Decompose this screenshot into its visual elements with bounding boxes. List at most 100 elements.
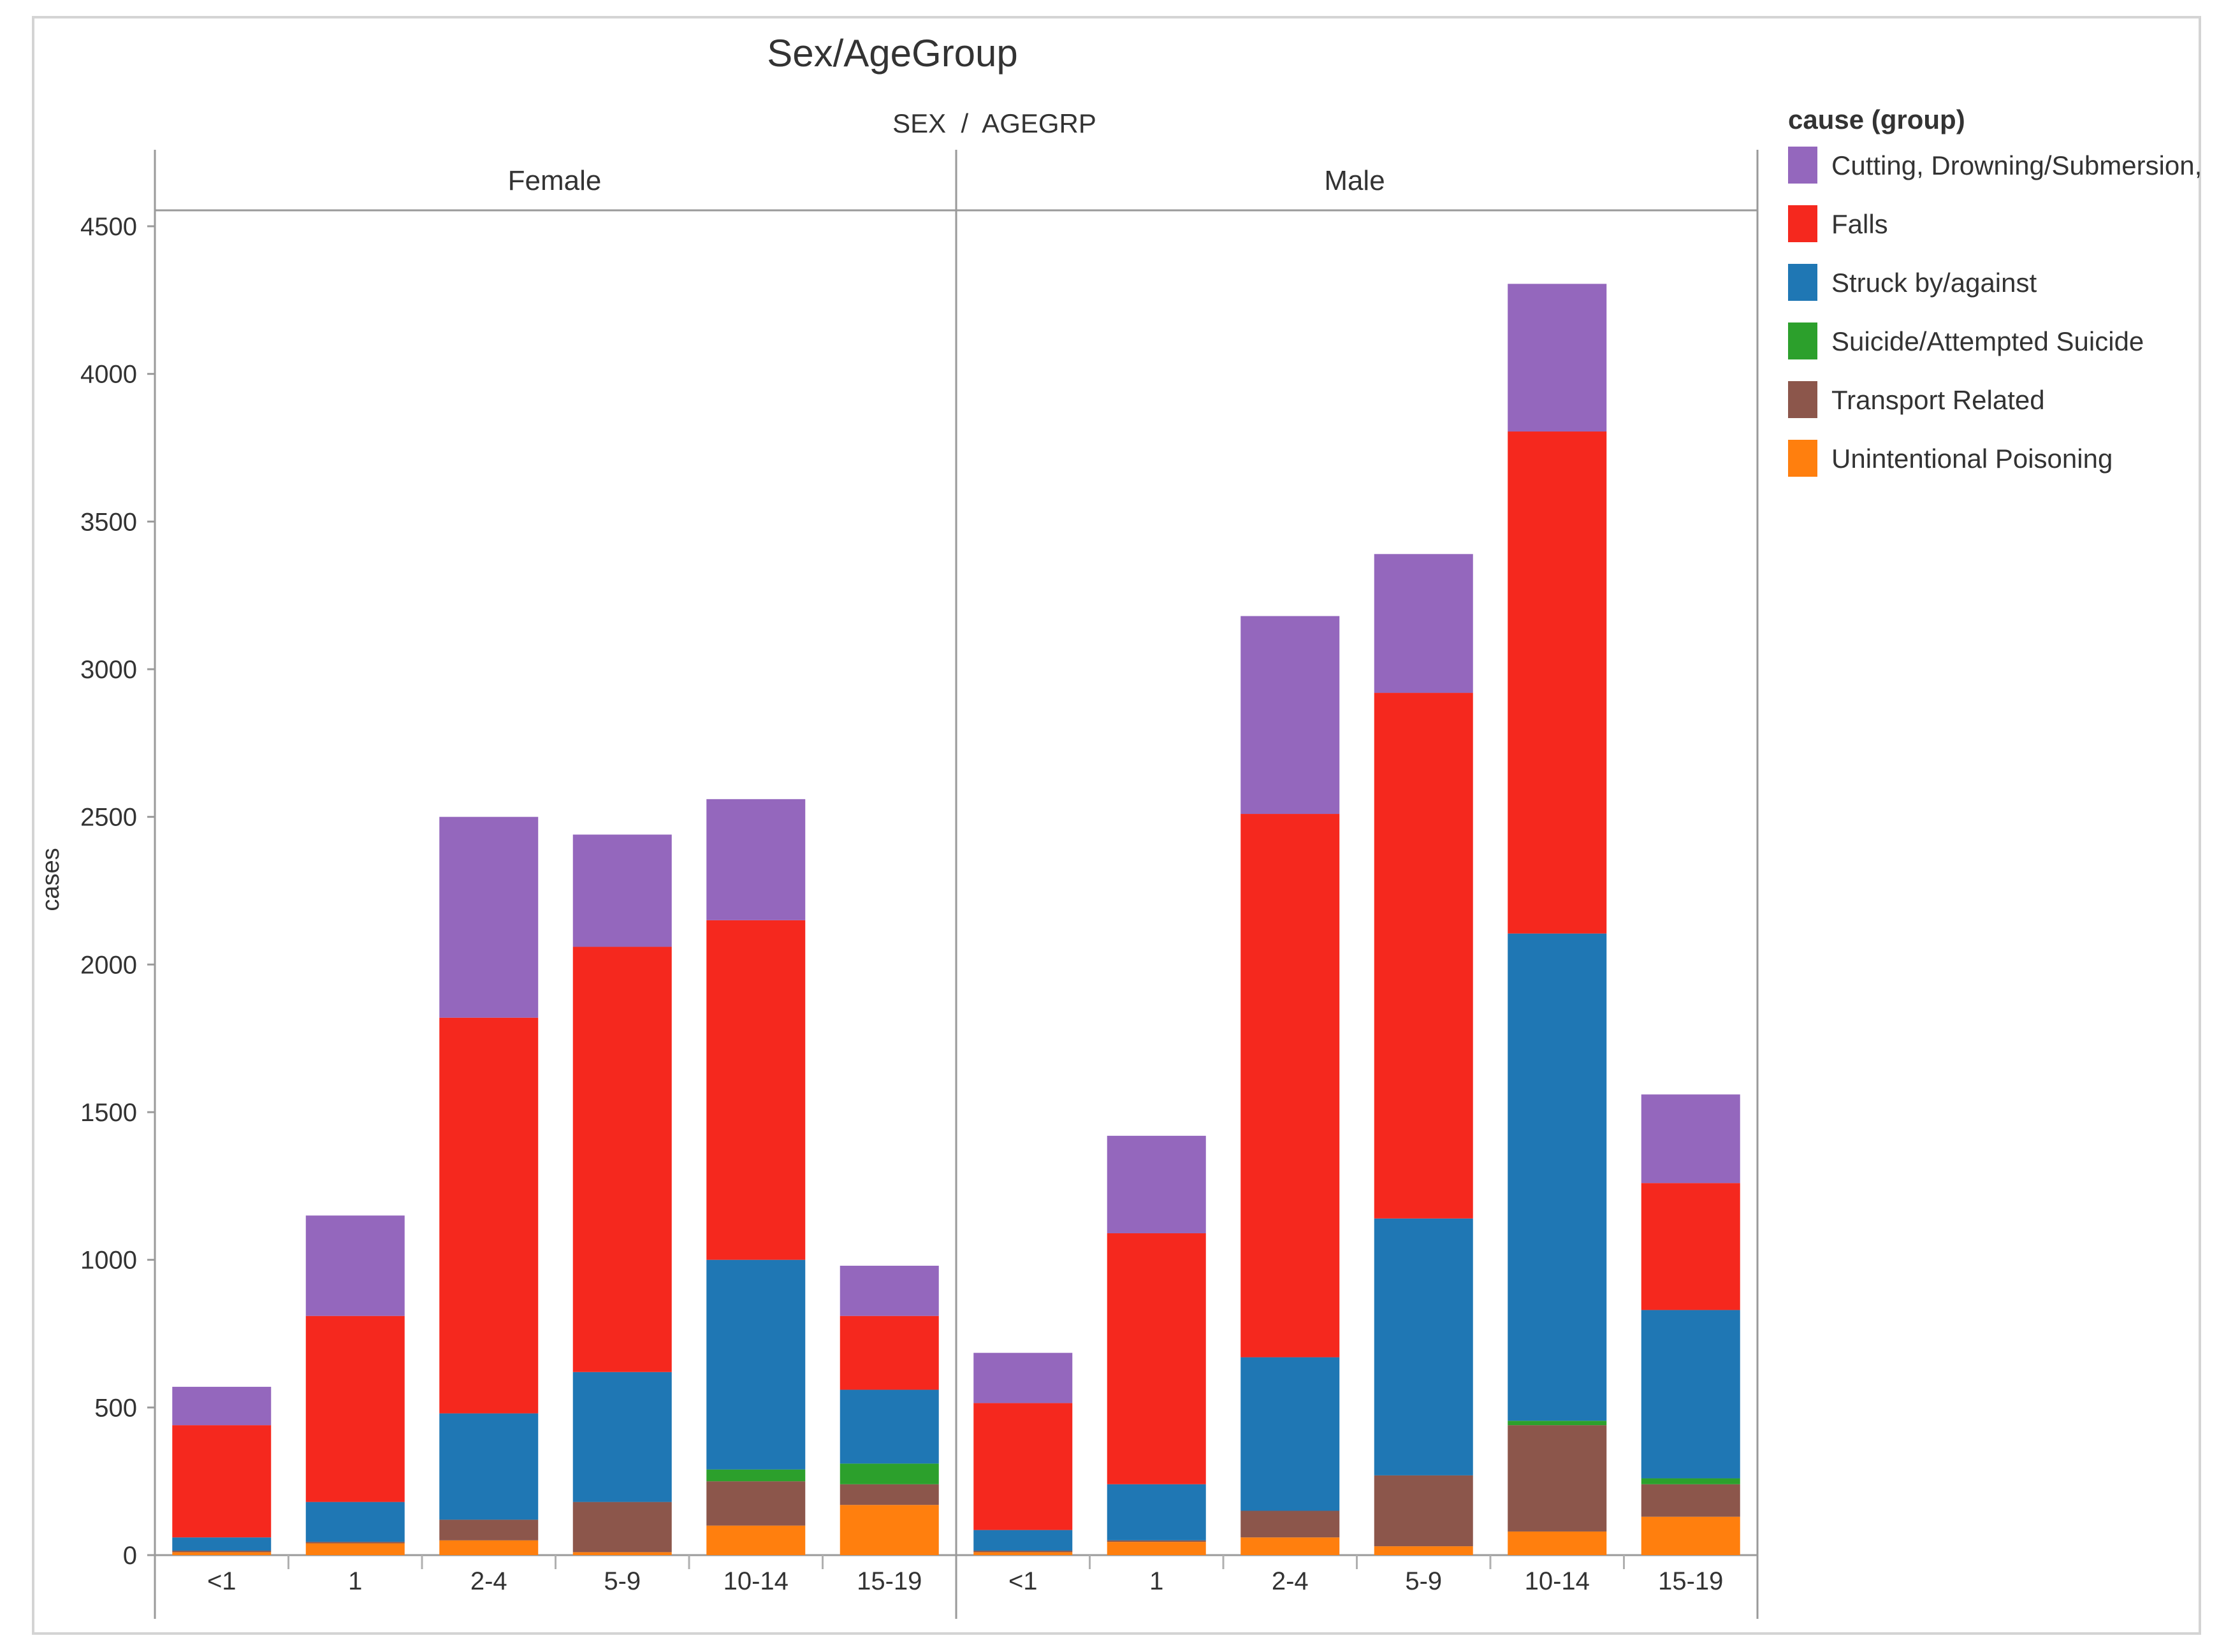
bar-segment-female-1 — [305, 1502, 405, 1542]
x-tick-label: 1 — [348, 1567, 362, 1595]
bar-segment-male-1 — [1107, 1540, 1206, 1542]
chart-title: Sex/AgeGroup — [767, 32, 1018, 75]
bar-segment-male-2-4 — [1240, 814, 1340, 1358]
legend-entry: Unintentional Poisoning — [1831, 444, 2113, 474]
bar-segment-male-10-14 — [1508, 933, 1607, 1421]
panel-label-female: Female — [508, 165, 602, 196]
x-tick-label: <1 — [1008, 1567, 1038, 1595]
bar-segment-female-5-9 — [572, 1372, 672, 1502]
bar-segment-female-1 — [305, 1542, 405, 1544]
bar-segment-male-2-4 — [1240, 1537, 1340, 1555]
legend-entry: Struck by/against — [1831, 268, 2037, 298]
bar-segment-female-10-14 — [706, 799, 806, 920]
bar-segment-female-5-9 — [572, 834, 672, 947]
legend-swatch — [1788, 440, 1817, 477]
bar-segment-male-5-9 — [1374, 693, 1473, 1219]
bar-segment-male-15-19 — [1641, 1094, 1740, 1184]
legend-entry: Suicide/Attempted Suicide — [1831, 326, 2144, 356]
legend-entry: Cutting, Drowning/Submersion, — [1831, 150, 2202, 180]
bar-segment-male-10-14 — [1508, 1425, 1607, 1532]
bar-segment-male-2-4 — [1240, 1357, 1340, 1511]
bar-segment-male-1 — [1107, 1233, 1206, 1484]
chart-frame — [32, 16, 2201, 1635]
y-tick-label: 3000 — [80, 656, 137, 684]
legend-title: cause (group) — [1788, 105, 1965, 134]
y-tick-label: 4000 — [80, 361, 137, 389]
bar-segment-male-1 — [1107, 1136, 1206, 1233]
bar-segment-female-2-4 — [439, 1519, 539, 1540]
legend-swatch — [1788, 322, 1817, 359]
y-tick-label: 2500 — [80, 804, 137, 832]
bar-segment-female-5-9 — [572, 946, 672, 1372]
x-tick-label: <1 — [207, 1567, 236, 1595]
bar-segment-female-2-4 — [439, 1413, 539, 1520]
bar-segment-female-15-19 — [840, 1315, 939, 1390]
bar-segment-male-2-4 — [1240, 616, 1340, 815]
bar-segment-male-5-9 — [1374, 1475, 1473, 1547]
y-tick-label: 500 — [94, 1394, 137, 1422]
y-tick-label: 1500 — [80, 1099, 137, 1127]
bar-segment-male-5-9 — [1374, 554, 1473, 693]
bar-segment-male-<1 — [973, 1552, 1073, 1555]
y-tick-label: 1000 — [80, 1247, 137, 1275]
x-tick-label: 10-14 — [724, 1567, 789, 1595]
bar-segment-female-15-19 — [840, 1505, 939, 1555]
axes-layer: 0 500 1000 1500 2000 2500 3000 3500 4000 4500 <1 1 2… — [80, 150, 1759, 1619]
bar-segment-male-15-19 — [1641, 1310, 1740, 1479]
bar-segment-female-<1 — [172, 1552, 272, 1555]
y-tick-label: 2000 — [80, 951, 137, 979]
bars-layer — [172, 284, 1740, 1555]
y-tick-label: 4500 — [80, 213, 137, 241]
bar-segment-male-1 — [1107, 1542, 1206, 1555]
bar-segment-male-5-9 — [1374, 1218, 1473, 1475]
bar-segment-male-15-19 — [1641, 1478, 1740, 1484]
panel-label-male: Male — [1324, 165, 1385, 196]
bar-segment-female-2-4 — [439, 1017, 539, 1414]
bar-segment-female-10-14 — [706, 1481, 806, 1526]
bar-segment-female-15-19 — [840, 1463, 939, 1484]
bar-segment-male-10-14 — [1508, 284, 1607, 432]
x-tick-label: 1 — [1149, 1567, 1163, 1595]
x-tick-label: 2-4 — [1272, 1567, 1309, 1595]
bar-segment-male-<1 — [973, 1551, 1073, 1553]
y-tick-label: 3500 — [80, 508, 137, 536]
legend-swatch — [1788, 147, 1817, 184]
bar-segment-female-1 — [305, 1543, 405, 1555]
bar-segment-female-5-9 — [572, 1552, 672, 1555]
legend-entry: Transport Related — [1831, 385, 2045, 415]
legend-swatch — [1788, 381, 1817, 418]
bar-segment-female-10-14 — [706, 1259, 806, 1470]
legend: cause (group) Cutting, Drowning/Submersi… — [1788, 105, 2202, 477]
x-tick-label: 15-19 — [1658, 1567, 1723, 1595]
legend-entry: Falls — [1831, 209, 1888, 239]
bar-segment-female-2-4 — [439, 816, 539, 1018]
legend-swatch — [1788, 205, 1817, 242]
bar-segment-male-<1 — [973, 1403, 1073, 1530]
legend-swatch — [1788, 264, 1817, 301]
bar-segment-male-<1 — [973, 1352, 1073, 1403]
bar-segment-male-10-14 — [1508, 1531, 1607, 1555]
y-axis-label: cases — [38, 848, 64, 911]
bar-segment-male-15-19 — [1641, 1516, 1740, 1555]
bar-segment-male-1 — [1107, 1484, 1206, 1540]
bar-segment-female-15-19 — [840, 1484, 939, 1505]
bar-segment-female-2-4 — [439, 1540, 539, 1555]
x-tick-label: 5-9 — [1405, 1567, 1442, 1595]
bar-segment-male-<1 — [973, 1530, 1073, 1551]
x-tick-label: 10-14 — [1525, 1567, 1590, 1595]
bar-segment-male-10-14 — [1508, 431, 1607, 934]
bar-segment-female-<1 — [172, 1537, 272, 1551]
bar-segment-female-10-14 — [706, 1525, 806, 1555]
bar-segment-female-<1 — [172, 1425, 272, 1538]
bar-segment-female-15-19 — [840, 1265, 939, 1316]
chart-subtitle: SEX / AGEGRP — [892, 108, 1096, 138]
bar-segment-female-15-19 — [840, 1389, 939, 1464]
x-tick-label: 2-4 — [470, 1567, 507, 1595]
bar-segment-female-<1 — [172, 1551, 272, 1553]
bar-segment-female-1 — [305, 1215, 405, 1316]
bar-segment-female-10-14 — [706, 920, 806, 1260]
x-tick-label: 5-9 — [604, 1567, 641, 1595]
bar-segment-male-10-14 — [1508, 1421, 1607, 1426]
bar-segment-male-15-19 — [1641, 1484, 1740, 1517]
